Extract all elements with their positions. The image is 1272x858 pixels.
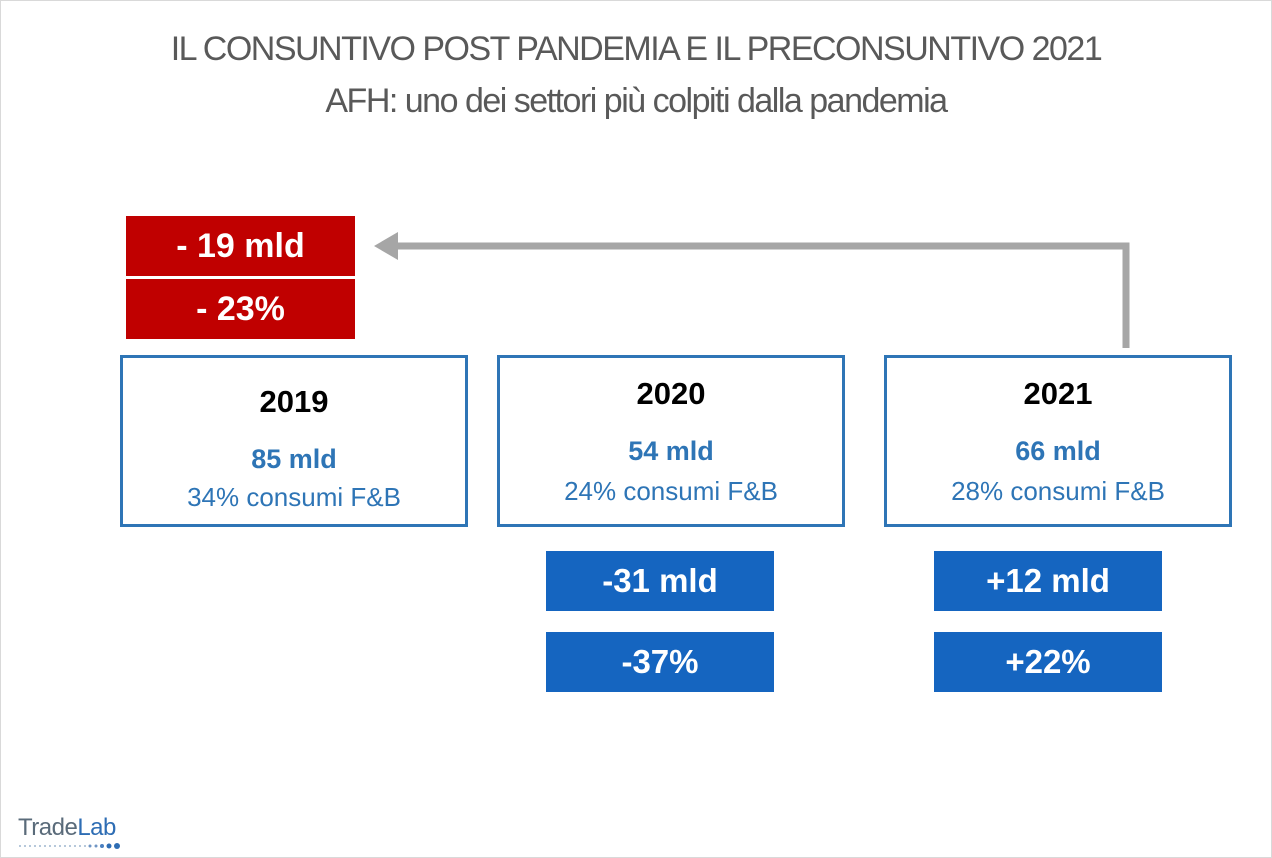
year-amount: 66 mld: [1015, 436, 1101, 466]
year-share: 28% consumi F&B: [951, 476, 1165, 506]
logo-dots-icon: [19, 843, 120, 849]
comparison-amount-badge: - 19 mld: [126, 216, 355, 276]
year-share: 24% consumi F&B: [564, 476, 778, 506]
year-amount: 85 mld: [251, 444, 337, 474]
year-label: 2021: [1023, 376, 1093, 411]
logo-trade-text: Trade: [18, 814, 78, 841]
slide-subtitle: AFH: uno dei settori più colpiti dalla p…: [325, 82, 948, 120]
logo-lab-text: Lab: [77, 814, 116, 841]
year-card-2020: 2020 54 mld 24% consumi F&B: [497, 355, 845, 527]
change-2021-amount-badge: +12 mld: [934, 551, 1162, 611]
arrow-line: [392, 242, 1130, 348]
arrow-head: [374, 232, 398, 260]
year-card-2019: 2019 85 mld 34% consumi F&B: [120, 355, 468, 527]
change-2021-percent-badge: +22%: [934, 632, 1162, 692]
year-card-2021: 2021 66 mld 28% consumi F&B: [884, 355, 1232, 527]
change-2020-amount-badge: -31 mld: [546, 551, 774, 611]
year-label: 2020: [636, 376, 706, 411]
year-share: 34% consumi F&B: [187, 482, 401, 512]
comparison-percent-badge: - 23%: [126, 279, 355, 339]
year-label: 2019: [259, 384, 329, 419]
change-2020-percent-badge: -37%: [546, 632, 774, 692]
tradelab-logo: TradeLab: [18, 814, 116, 842]
slide-title: IL CONSUNTIVO POST PANDEMIA E IL PRECONS…: [170, 30, 1103, 68]
year-amount: 54 mld: [628, 436, 714, 466]
